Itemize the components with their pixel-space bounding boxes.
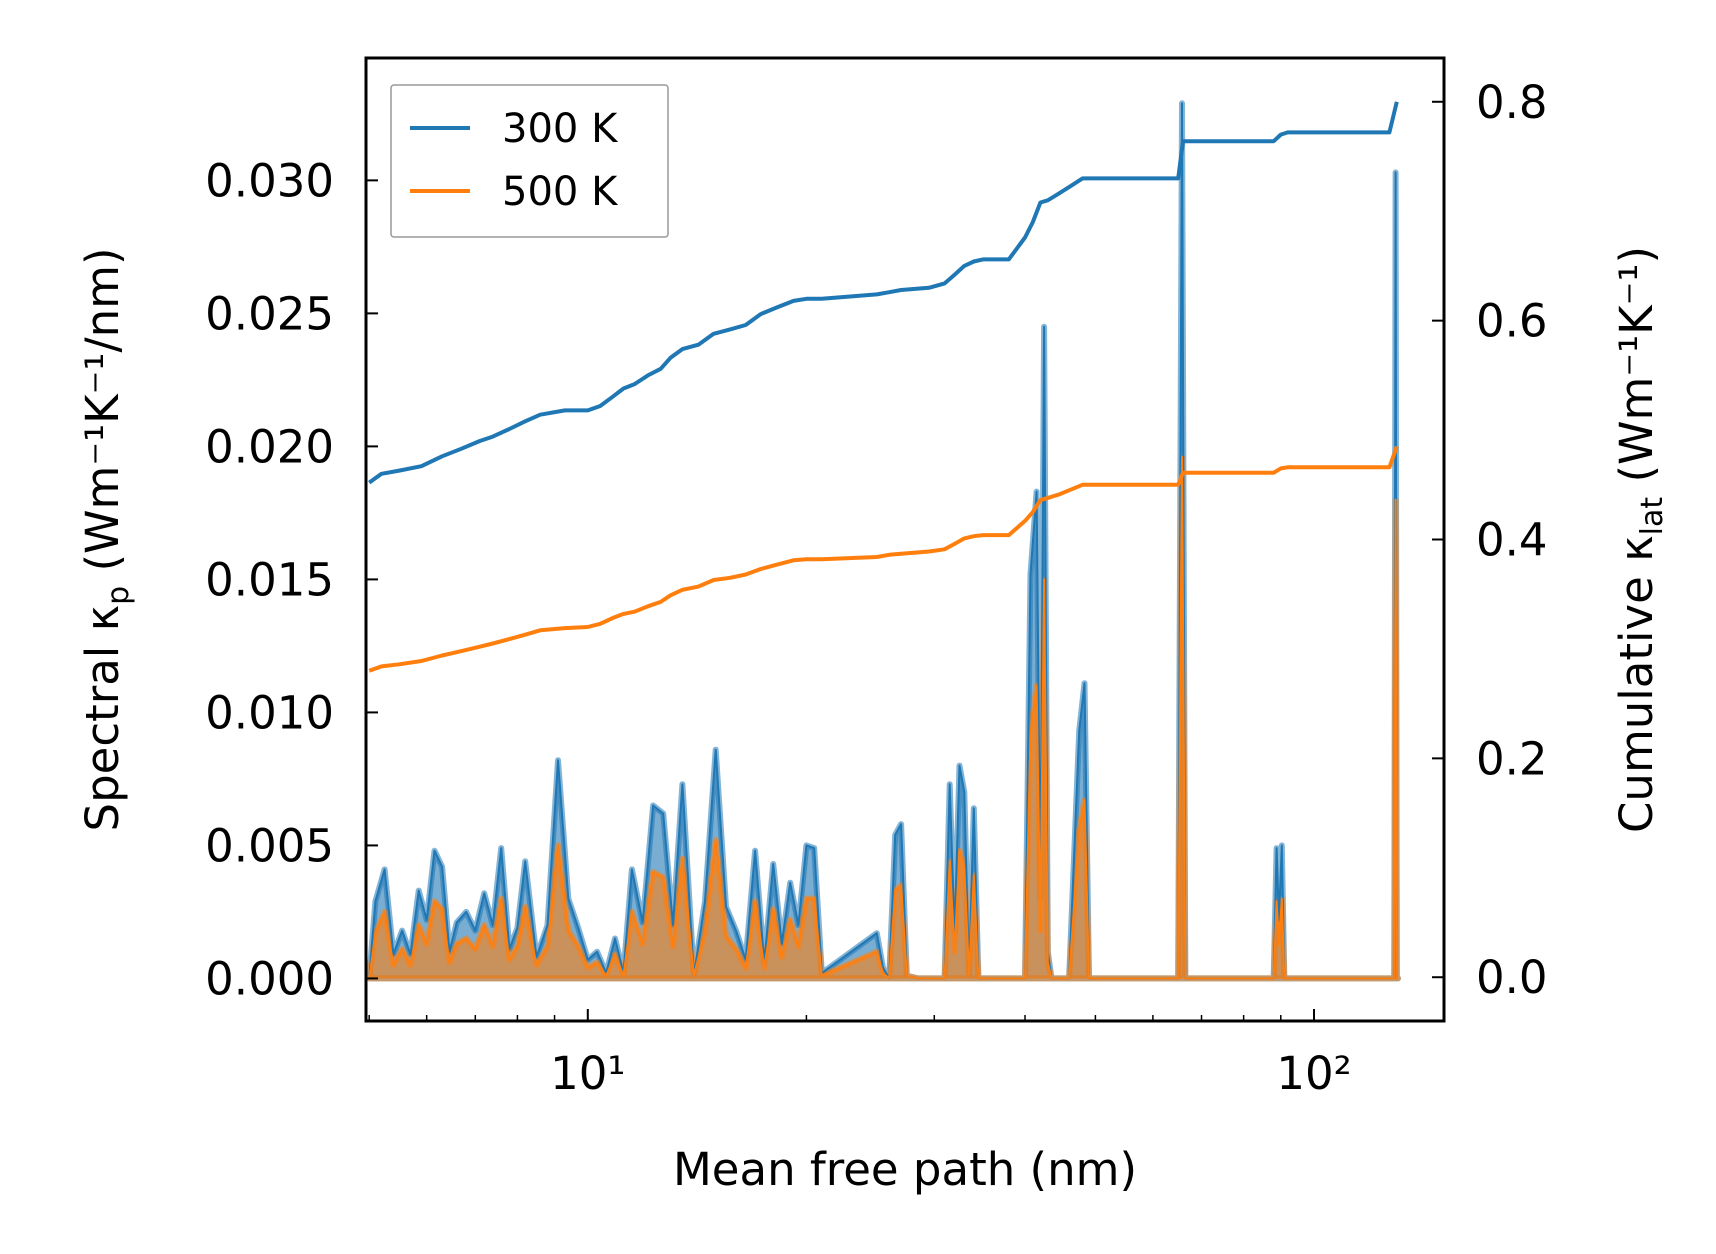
y-axis-right-title: Cumulative κlat (Wm⁻¹K⁻¹): [1610, 246, 1670, 833]
y-axis-left-title-units: (Wm⁻¹K⁻¹/nm): [76, 247, 129, 585]
y-left-tick-label: 0.010: [205, 686, 334, 739]
y-axis-left-title-base: Spectral κ: [76, 605, 129, 832]
y-right-tick-label: 0.4: [1476, 514, 1548, 567]
y-right-tick-label: 0.6: [1476, 295, 1548, 348]
y-right-tick-label: 0.0: [1476, 951, 1548, 1004]
y-axis-right-title-units: (Wm⁻¹K⁻¹): [1610, 246, 1663, 497]
axis-ticks: 0.000 0.005 0.010 0.015 0.020 0.025 0.030 0.0 0.…: [205, 76, 1547, 1100]
spectral-line-500k: [368, 456, 1398, 980]
y-left-tick-label: 0.025: [205, 287, 334, 340]
y-left-tick-label: 0.005: [205, 819, 334, 872]
y-right-tick-label: 0.2: [1476, 732, 1548, 785]
y-left-tick-label: 0.000: [205, 952, 334, 1005]
y-left-tick-label: 0.030: [205, 154, 334, 207]
legend-box: [390, 84, 669, 238]
y-axis-right-title-base: Cumulative κ: [1610, 535, 1663, 833]
y-left-tick-label: 0.020: [205, 420, 334, 473]
x-axis-title: Mean free path (nm): [673, 1143, 1137, 1196]
data-lines: [368, 101, 1399, 980]
plot-frame: [364, 56, 1446, 1023]
legend: 300 K 500 K: [390, 84, 669, 238]
cumulative-line-300k: [368, 101, 1399, 485]
y-axis-left-title: Spectral κp (Wm⁻¹K⁻¹/nm): [76, 247, 136, 831]
y-right-tick-label: 0.8: [1476, 76, 1548, 129]
cumulative-line-500k: [368, 445, 1399, 673]
y-axis-right-title-sub: lat: [1635, 497, 1670, 536]
legend-label-300k: 300 K: [502, 106, 619, 152]
legend-label-500k: 500 K: [502, 169, 619, 215]
plot-area: [366, 100, 1401, 982]
x-tick-label: 10¹: [550, 1047, 625, 1100]
y-left-tick-label: 0.015: [205, 553, 334, 606]
y-axis-left-title-sub: p: [101, 586, 136, 605]
x-tick-label: 10²: [1276, 1047, 1351, 1100]
